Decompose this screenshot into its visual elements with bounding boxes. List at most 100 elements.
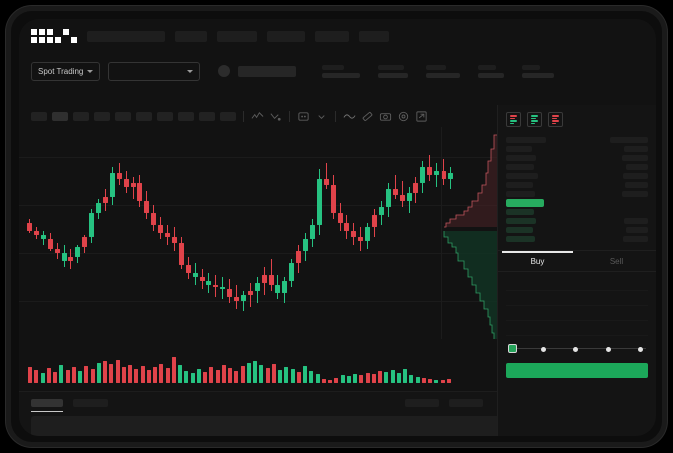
orderbook-ask-row[interactable] (498, 171, 656, 180)
candle-body (151, 213, 157, 225)
timeframe-1[interactable] (31, 111, 47, 121)
candlestick-chart[interactable] (19, 127, 497, 339)
orderbook-ask-row[interactable] (498, 144, 656, 153)
market-type-selector[interactable]: Spot Trading (31, 61, 101, 81)
candle-1 (27, 127, 32, 339)
timeframe-7[interactable] (157, 111, 173, 121)
orderbook-rows (498, 144, 656, 243)
candle-body (406, 193, 412, 201)
volume-bar-43 (290, 369, 295, 383)
camera-icon[interactable] (379, 110, 392, 123)
candle-body (441, 171, 446, 179)
volume-bar-6 (59, 365, 64, 383)
volume-bar-24 (171, 357, 176, 383)
timeframe-10[interactable] (220, 111, 236, 121)
timeframe-6[interactable] (136, 111, 152, 121)
orderbook-spread-row[interactable] (498, 198, 656, 207)
bottom-action-1[interactable] (405, 399, 439, 407)
slider-tick-75[interactable] (605, 346, 611, 352)
candle-13 (109, 127, 115, 339)
nav-item-2[interactable] (175, 30, 207, 42)
candle-39 (289, 127, 295, 339)
volume-bar-27 (190, 373, 195, 383)
candle-body (109, 173, 115, 197)
bottom-tab-1[interactable] (31, 399, 63, 412)
candle-body (240, 295, 246, 301)
nav-item-6[interactable] (359, 30, 389, 42)
candle-36 (268, 127, 274, 339)
orderbook-ask-row[interactable] (498, 180, 656, 189)
candle-body (130, 183, 136, 187)
volume-bar-51 (340, 375, 345, 383)
candle-body (199, 277, 205, 281)
order-tab-buy[interactable]: Buy (498, 251, 577, 271)
candle-54 (392, 127, 398, 339)
candle-52 (378, 127, 384, 339)
candle-body (227, 289, 233, 297)
orderbook-bid-row[interactable] (498, 234, 656, 243)
slider-tick-100[interactable] (638, 346, 643, 352)
volume-bar-52 (346, 376, 351, 383)
app-screen: Spot Trading (19, 19, 656, 436)
chevron-down-icon[interactable] (315, 110, 328, 123)
order-field-1[interactable] (506, 276, 648, 291)
candle-2 (33, 127, 39, 339)
timeframe-8[interactable] (178, 111, 194, 121)
volume-bar-18 (134, 369, 139, 383)
indicator-icon[interactable] (251, 110, 264, 123)
candle-47 (344, 127, 350, 339)
compare-icon[interactable] (269, 110, 282, 123)
timeframe-5[interactable] (115, 111, 131, 121)
trading-pair-selector[interactable] (108, 61, 201, 81)
settings-icon[interactable] (397, 110, 410, 123)
candle-17 (137, 127, 143, 339)
candle-53 (385, 127, 391, 339)
line-chart-icon[interactable] (343, 110, 356, 123)
timeframe-2[interactable] (52, 111, 68, 121)
volume-bar-66 (434, 380, 439, 383)
nav-item-5[interactable] (315, 30, 349, 42)
slider-tick-25[interactable] (540, 346, 546, 352)
ruler-icon[interactable] (361, 110, 374, 123)
bottom-action-2[interactable] (449, 399, 483, 407)
order-field-4[interactable] (506, 321, 648, 336)
nav-item-1[interactable] (87, 30, 165, 42)
orderbook-bid-row[interactable] (498, 225, 656, 234)
volume-bar-4 (46, 368, 51, 383)
timeframe-4[interactable] (94, 111, 110, 121)
slider-handle[interactable] (508, 344, 517, 353)
amount-slider[interactable] (508, 344, 646, 354)
timeframe-9[interactable] (199, 111, 215, 121)
ask-price (506, 190, 535, 197)
order-tab-sell[interactable]: Sell (609, 257, 624, 266)
orderbook-mode-asks[interactable] (548, 112, 563, 127)
okx-logo[interactable] (31, 29, 77, 43)
candle-body (316, 179, 322, 225)
ask-price (506, 163, 534, 170)
nav-item-3[interactable] (217, 30, 257, 42)
candle-body (178, 243, 184, 265)
template-icon[interactable] (297, 110, 310, 123)
order-field-3[interactable] (506, 306, 648, 321)
nav-item-4[interactable] (267, 30, 305, 42)
timeframe-3[interactable] (73, 111, 89, 121)
fullscreen-icon[interactable] (415, 110, 428, 123)
orderbook-mode-bids[interactable] (527, 112, 542, 127)
stat-volume-value (522, 72, 555, 78)
submit-order-button[interactable] (506, 363, 648, 378)
volume-bar-16 (121, 367, 126, 383)
candle-body (434, 171, 440, 175)
market-stats (322, 64, 555, 78)
orderbook-ask-row[interactable] (498, 189, 656, 198)
orderbook-ask-row[interactable] (498, 153, 656, 162)
orderbook-header (498, 135, 656, 144)
candle-body (27, 223, 32, 231)
bottom-tab-2[interactable] (73, 399, 108, 407)
orderbook-mode-both[interactable] (506, 112, 521, 127)
slider-tick-50[interactable] (573, 346, 578, 352)
candle-29 (220, 127, 226, 339)
order-field-2[interactable] (506, 291, 648, 306)
orderbook-bid-row[interactable] (498, 216, 656, 225)
orderbook-bid-row[interactable] (498, 207, 656, 216)
orderbook-ask-row[interactable] (498, 162, 656, 171)
